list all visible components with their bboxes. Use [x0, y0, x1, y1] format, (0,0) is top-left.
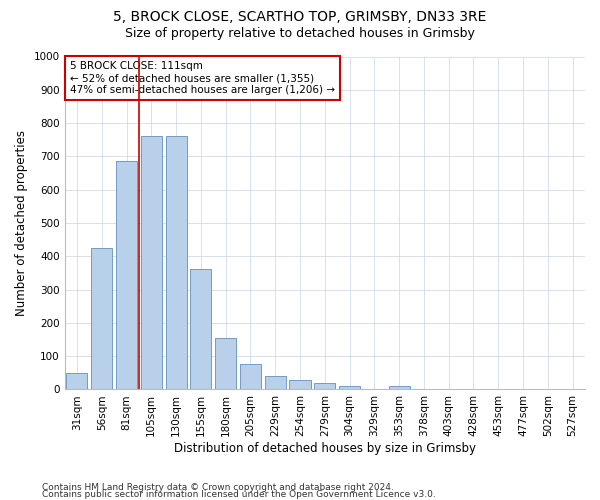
Bar [339, 386, 360, 390]
Bar [190, 268, 211, 390]
Bar [314, 384, 335, 390]
Text: Contains HM Land Registry data © Crown copyright and database right 2024.: Contains HM Land Registry data © Crown c… [42, 484, 394, 492]
Bar [265, 376, 286, 390]
Bar [67, 373, 88, 390]
Bar [166, 136, 187, 390]
Text: 5, BROCK CLOSE, SCARTHO TOP, GRIMSBY, DN33 3RE: 5, BROCK CLOSE, SCARTHO TOP, GRIMSBY, DN… [113, 10, 487, 24]
Bar [289, 380, 311, 390]
Bar [240, 364, 261, 390]
Text: Contains public sector information licensed under the Open Government Licence v3: Contains public sector information licen… [42, 490, 436, 499]
Bar [215, 338, 236, 390]
Y-axis label: Number of detached properties: Number of detached properties [15, 130, 28, 316]
Bar [116, 162, 137, 390]
Text: Size of property relative to detached houses in Grimsby: Size of property relative to detached ho… [125, 28, 475, 40]
X-axis label: Distribution of detached houses by size in Grimsby: Distribution of detached houses by size … [174, 442, 476, 455]
Bar [141, 136, 162, 390]
Bar [389, 386, 410, 390]
Text: 5 BROCK CLOSE: 111sqm
← 52% of detached houses are smaller (1,355)
47% of semi-d: 5 BROCK CLOSE: 111sqm ← 52% of detached … [70, 62, 335, 94]
Bar [91, 248, 112, 390]
